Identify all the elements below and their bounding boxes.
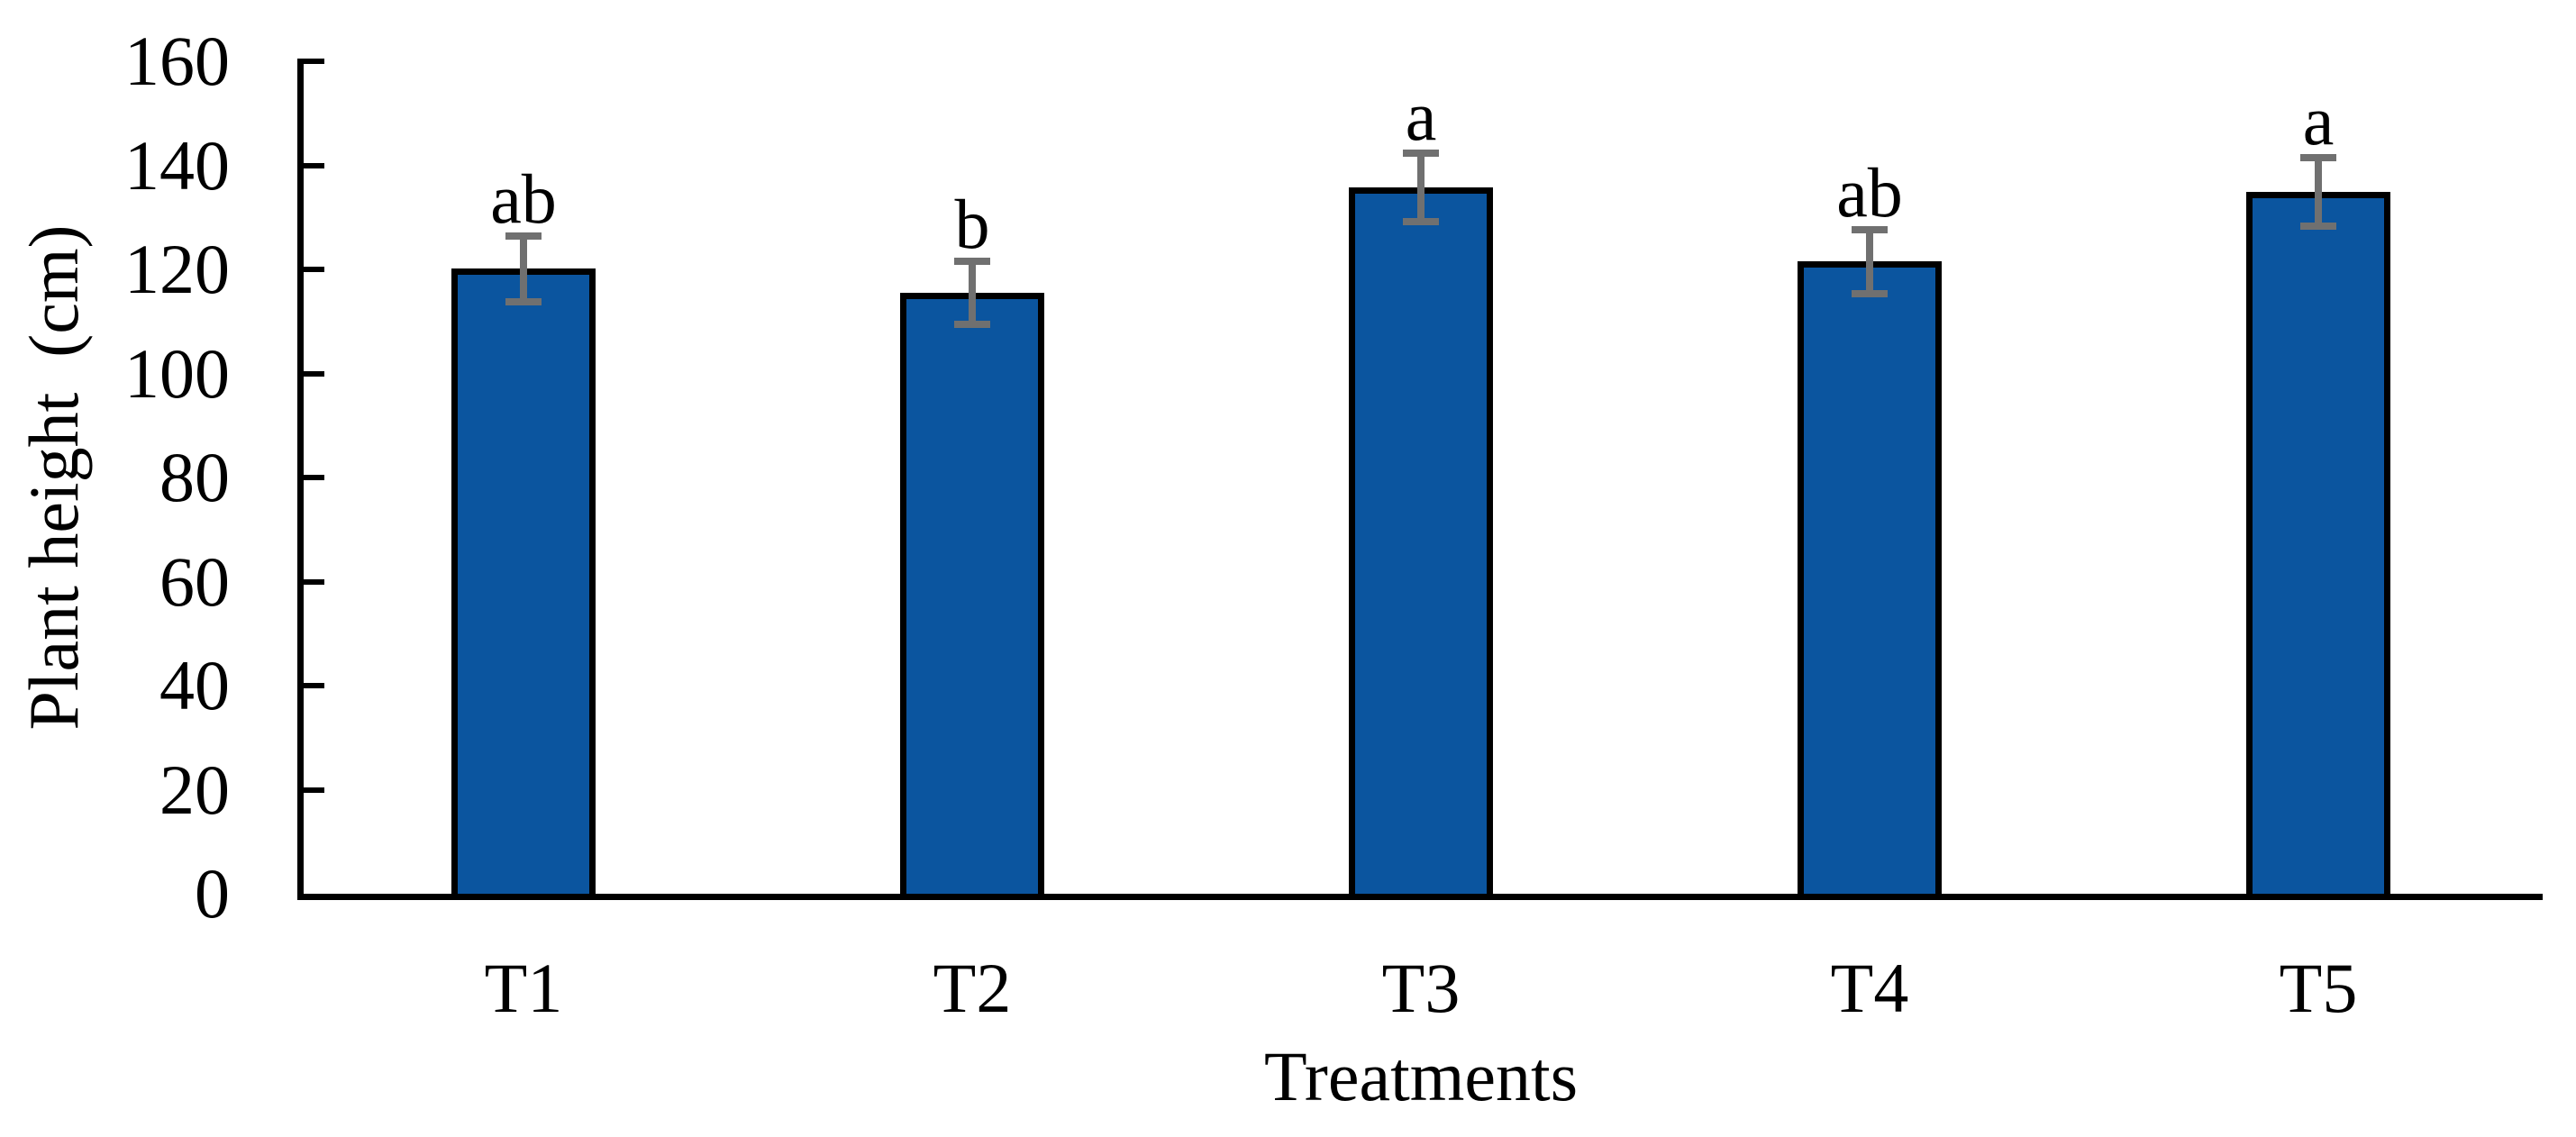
y-tick-label: 0 xyxy=(195,854,230,932)
error-bar-stem xyxy=(2315,157,2322,227)
x-category-label: T2 xyxy=(933,949,1012,1027)
x-axis-title: Treatments xyxy=(1263,1037,1579,1115)
y-tick-label: 60 xyxy=(159,541,230,621)
error-bar-cap-bottom xyxy=(954,320,990,328)
x-category-label: T4 xyxy=(1830,949,1909,1027)
error-bar-cap-top xyxy=(954,258,990,266)
bar-t5 xyxy=(2246,191,2390,900)
error-bar-stem xyxy=(520,236,527,302)
y-tick-label: 120 xyxy=(124,230,230,308)
y-axis-line xyxy=(297,59,304,900)
bar-t1 xyxy=(451,268,596,900)
y-tick-label: 80 xyxy=(159,438,230,516)
x-category-label: T1 xyxy=(484,949,563,1027)
error-bar-stem xyxy=(1866,229,1873,295)
bar-t2 xyxy=(900,292,1044,900)
y-tick-mark xyxy=(297,475,324,480)
significance-letter: ab xyxy=(1836,152,1903,232)
significance-letter: a xyxy=(2302,80,2335,159)
significance-letter: b xyxy=(954,185,990,264)
y-tick-mark xyxy=(297,59,324,64)
y-tick-label: 160 xyxy=(124,22,230,100)
error-bar-cap-top xyxy=(2300,153,2336,161)
error-bar-stem xyxy=(1417,152,1425,222)
error-bar-cap-bottom xyxy=(1852,290,1888,298)
error-bar-cap-top xyxy=(1403,149,1439,157)
y-tick-label: 140 xyxy=(124,125,230,205)
y-tick-mark xyxy=(297,162,324,168)
error-bar-cap-top xyxy=(1852,225,1888,233)
y-tick-mark xyxy=(297,787,324,793)
y-tick-mark xyxy=(297,267,324,272)
error-bar-cap-top xyxy=(505,232,542,241)
y-tick-mark xyxy=(297,578,324,585)
bar-t3 xyxy=(1349,186,1493,900)
y-tick-mark xyxy=(297,370,324,377)
bar-t4 xyxy=(1798,261,1942,900)
error-bar-cap-bottom xyxy=(2300,223,2336,231)
error-bar-cap-bottom xyxy=(505,297,542,305)
x-category-label: T3 xyxy=(1381,949,1461,1027)
y-tick-label: 20 xyxy=(159,750,230,829)
significance-letter: ab xyxy=(490,159,557,239)
error-bar-stem xyxy=(969,261,976,324)
x-category-label: T5 xyxy=(2279,949,2358,1027)
y-tick-label: 40 xyxy=(159,646,230,724)
error-bar-cap-bottom xyxy=(1403,217,1439,225)
y-tick-label: 100 xyxy=(124,333,230,413)
significance-letter: a xyxy=(1405,76,1437,155)
y-tick-mark xyxy=(297,683,324,688)
